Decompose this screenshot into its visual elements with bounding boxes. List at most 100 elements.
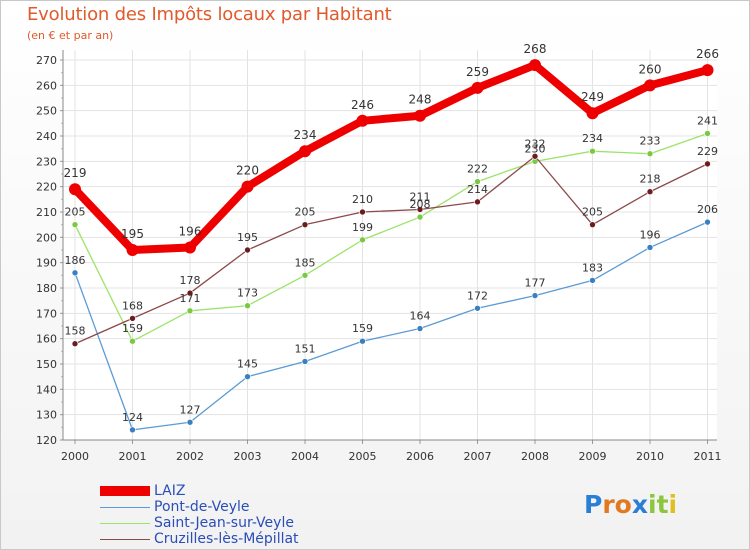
- y-tick-label: 220: [36, 181, 57, 194]
- x-tick-label: 2003: [234, 450, 262, 463]
- data-point-pont-de-veyle: [186, 418, 194, 426]
- x-tick-label: 2005: [349, 450, 377, 463]
- chart-subtitle: (en € et par an): [27, 29, 114, 42]
- x-tick-label: 2006: [406, 450, 434, 463]
- series-line-laiz: [71, 61, 712, 254]
- x-tick-label: 2001: [119, 450, 147, 463]
- data-label-saint-jean-sur-veyle: 222: [467, 163, 488, 176]
- data-label-saint-jean-sur-veyle: 233: [640, 135, 661, 148]
- data-label-pont-de-veyle: 164: [410, 310, 431, 323]
- data-point-saint-jean-sur-veyle: [129, 337, 136, 345]
- data-label-cruzilles-les-mepillat: 158: [65, 325, 86, 338]
- data-point-cruzilles-les-mepillat: [186, 289, 194, 297]
- data-label-cruzilles-les-mepillat: 232: [525, 137, 546, 150]
- logo-letter: t: [656, 490, 669, 519]
- data-point-cruzilles-les-mepillat: [129, 315, 136, 322]
- data-label-saint-jean-sur-veyle: 171: [180, 292, 201, 305]
- data-point-laiz: [529, 59, 541, 72]
- data-label-laiz: 268: [524, 42, 547, 56]
- data-point-pont-de-veyle: [244, 373, 251, 380]
- legend-swatch-saint-jean-sur-veyle: [100, 523, 150, 524]
- data-point-saint-jean-sur-veyle: [244, 302, 251, 310]
- data-label-saint-jean-sur-veyle: 208: [410, 198, 431, 211]
- data-label-cruzilles-les-mepillat: 168: [122, 299, 143, 312]
- data-label-saint-jean-sur-veyle: 185: [295, 256, 316, 269]
- logo-letter: P: [584, 490, 603, 519]
- y-tick-label: 190: [36, 257, 57, 270]
- data-label-cruzilles-les-mepillat: 205: [582, 206, 603, 219]
- x-tick-label: 2011: [694, 450, 722, 463]
- data-label-pont-de-veyle: 124: [122, 411, 143, 424]
- legend-swatch-cruzilles-les-mepillat: [100, 539, 150, 540]
- y-tick-label: 240: [36, 130, 57, 143]
- y-tick-label: 250: [36, 105, 57, 118]
- data-label-pont-de-veyle: 159: [352, 322, 373, 335]
- data-label-laiz: 266: [696, 47, 719, 61]
- data-label-cruzilles-les-mepillat: 178: [180, 274, 201, 287]
- data-point-pont-de-veyle: [646, 244, 654, 251]
- data-point-pont-de-veyle: [416, 325, 424, 332]
- data-label-laiz: 195: [121, 227, 144, 241]
- data-point-saint-jean-sur-veyle: [359, 236, 366, 244]
- data-point-pont-de-veyle: [129, 426, 136, 434]
- data-point-pont-de-veyle: [359, 337, 366, 345]
- data-label-pont-de-veyle: 145: [237, 358, 258, 371]
- y-tick-label: 270: [36, 54, 57, 67]
- data-point-cruzilles-les-mepillat: [359, 208, 366, 216]
- data-point-pont-de-veyle: [474, 304, 481, 312]
- data-point-cruzilles-les-mepillat: [416, 206, 424, 213]
- data-point-pont-de-veyle: [531, 292, 539, 299]
- data-point-laiz: [126, 244, 139, 256]
- y-tick-label: 170: [36, 307, 57, 320]
- y-tick-label: 180: [36, 282, 57, 295]
- line-chart: 120 130 140 150 160 170 180 190 200 210 220 230 240 2…: [36, 42, 722, 463]
- data-label-laiz: 248: [409, 93, 432, 107]
- data-point-saint-jean-sur-veyle: [646, 150, 654, 158]
- data-label-laiz: 220: [236, 164, 259, 178]
- legend-swatch-pont-de-veyle: [100, 507, 150, 508]
- data-label-pont-de-veyle: 186: [65, 254, 86, 267]
- logo-letter: r: [602, 490, 615, 519]
- data-point-cruzilles-les-mepillat: [589, 221, 596, 228]
- data-point-cruzilles-les-mepillat: [531, 152, 539, 160]
- data-label-cruzilles-les-mepillat: 205: [295, 206, 316, 219]
- y-tick-label: 210: [36, 206, 57, 219]
- y-tick-label: 160: [36, 333, 57, 346]
- data-point-laiz: [701, 64, 714, 77]
- y-tick-label: 260: [36, 79, 57, 92]
- data-point-pont-de-veyle: [71, 269, 79, 277]
- data-label-laiz: 249: [581, 90, 604, 104]
- data-label-cruzilles-les-mepillat: 211: [410, 190, 431, 203]
- data-label-pont-de-veyle: 172: [467, 289, 488, 302]
- data-point-laiz: [471, 81, 484, 94]
- series-line-saint-jean-sur-veyle: [74, 132, 709, 342]
- data-label-laiz: 246: [351, 98, 374, 112]
- x-tick-label: 2002: [176, 450, 204, 463]
- data-label-cruzilles-les-mepillat: 218: [640, 173, 661, 186]
- data-point-laiz: [299, 145, 311, 158]
- data-point-cruzilles-les-mepillat: [474, 198, 481, 206]
- y-tick-label: 140: [36, 383, 57, 396]
- data-label-pont-de-veyle: 127: [180, 403, 201, 416]
- x-tick-label: 2000: [61, 450, 89, 463]
- data-label-pont-de-veyle: 177: [525, 277, 546, 290]
- data-label-cruzilles-les-mepillat: 195: [237, 231, 258, 244]
- legend-label: Pont-de-Veyle: [154, 499, 250, 515]
- data-label-saint-jean-sur-veyle: 230: [525, 142, 546, 155]
- data-point-laiz: [184, 241, 196, 254]
- data-point-laiz: [414, 109, 426, 122]
- y-tick-label: 150: [36, 358, 57, 371]
- data-point-laiz: [644, 79, 656, 92]
- data-point-saint-jean-sur-veyle: [301, 272, 309, 279]
- logo-letter: x: [631, 490, 648, 519]
- data-label-laiz: 259: [466, 65, 489, 79]
- data-point-laiz: [241, 180, 254, 193]
- y-tick-label: 130: [36, 409, 57, 422]
- x-tick-label: 2004: [291, 450, 319, 463]
- logo-letter: o: [614, 490, 632, 519]
- data-point-pont-de-veyle: [589, 277, 596, 284]
- data-label-laiz: 260: [639, 62, 662, 76]
- data-point-laiz: [356, 114, 369, 127]
- data-label-cruzilles-les-mepillat: 229: [697, 145, 718, 158]
- data-point-pont-de-veyle: [704, 218, 711, 226]
